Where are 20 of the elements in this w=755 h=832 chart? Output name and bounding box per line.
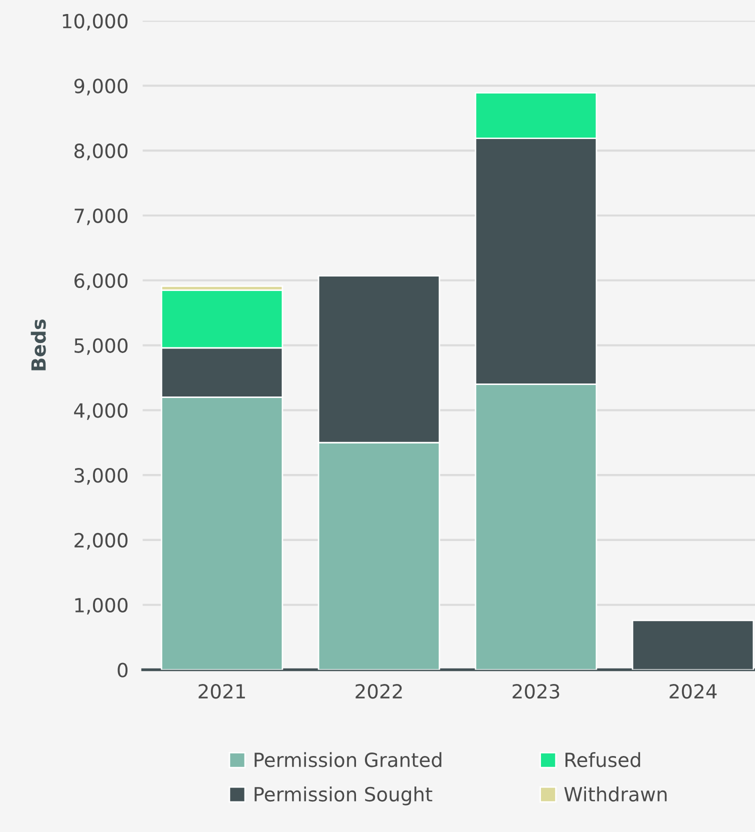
y-tick-label: 0 xyxy=(118,662,128,678)
y-tick-label: 6,000 xyxy=(74,273,128,290)
y-tick-label: 2,000 xyxy=(74,532,128,550)
y-tick-label: 8,000 xyxy=(74,144,128,160)
y-tick-label: 10,000 xyxy=(62,14,128,30)
y-tick-label: 7,000 xyxy=(74,208,128,226)
y-tick-label: 1,000 xyxy=(75,598,128,615)
y-axis-title: Beds xyxy=(30,319,46,370)
legend-label: Permission Sought xyxy=(254,786,432,806)
y-tick-label: 5,000 xyxy=(74,338,128,355)
x-tick-label: 2021 xyxy=(198,684,245,699)
legend-label: Permission Granted xyxy=(254,752,442,768)
legend-label: Refused xyxy=(566,752,640,768)
y-tick-label: 4,000 xyxy=(74,403,128,420)
y-tick-label: 9,000 xyxy=(74,78,128,96)
x-tick-label: 2023 xyxy=(512,684,560,699)
y-tick-label: 3,000 xyxy=(74,468,128,485)
x-tick-label: 2024 xyxy=(670,684,717,699)
x-tick-label: 2022 xyxy=(356,684,402,699)
legend-label: Withdrawn xyxy=(564,786,667,802)
